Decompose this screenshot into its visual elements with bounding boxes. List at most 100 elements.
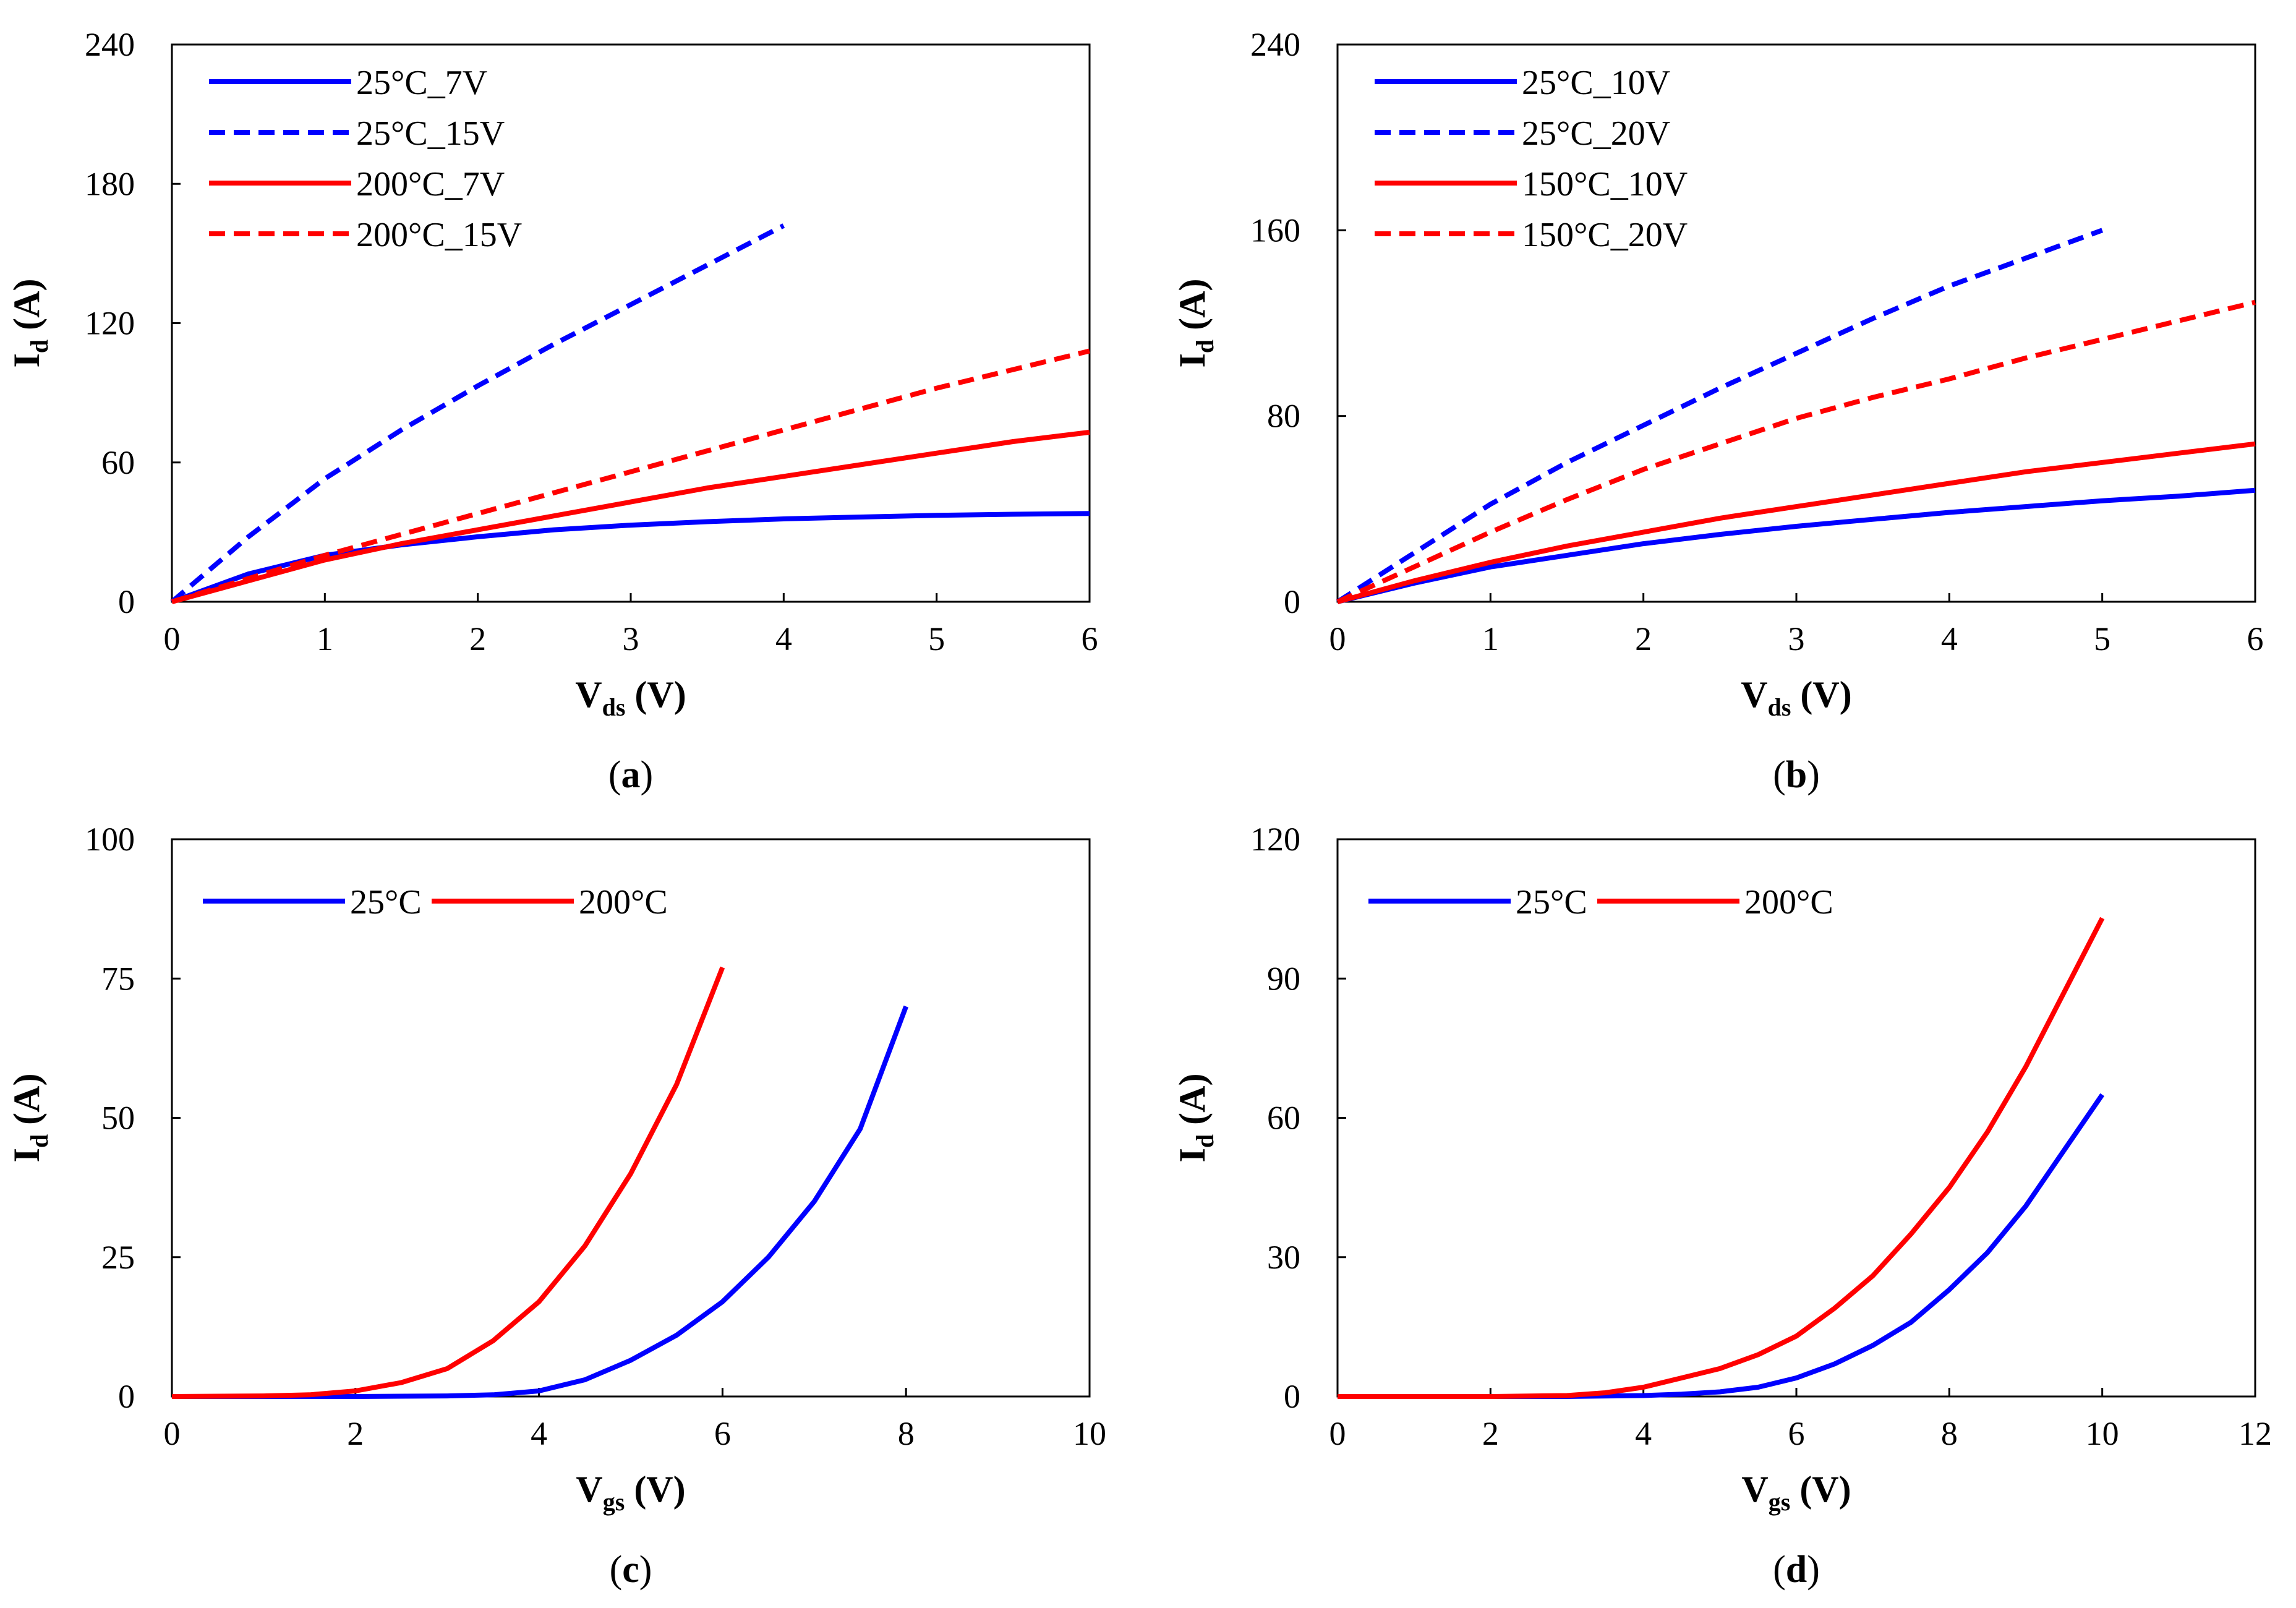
x-axis-title-sub: gs (603, 1488, 625, 1516)
y-axis-title-sub: d (25, 1134, 53, 1148)
x-tick-label: 0 (164, 1415, 181, 1452)
plot-frame (171, 43, 1091, 603)
y-tick-label: 90 (1267, 960, 1300, 997)
x-tick-label: 5 (2094, 620, 2110, 657)
series-line-0 (1337, 487, 2256, 604)
y-tick-label: 240 (1250, 26, 1300, 63)
x-axis-title-main: V (1741, 1469, 1768, 1510)
y-tick-label: 0 (118, 1378, 135, 1415)
y-axis-title-unit: (A) (1172, 1074, 1213, 1134)
y-tick-label: 120 (1250, 821, 1300, 858)
x-tick-label: 1 (1482, 620, 1499, 657)
panel-caption: (c) (610, 1549, 652, 1591)
y-axis-title: Id (A) (1172, 279, 1219, 368)
y-tick-label: 30 (1267, 1239, 1300, 1276)
x-axis-title-main: V (1741, 674, 1767, 715)
panel-caption-letter: d (1786, 1549, 1807, 1591)
x-axis-title-sub: gs (1769, 1488, 1791, 1516)
y-tick-label: 60 (101, 444, 135, 481)
plot-frame (1336, 838, 2256, 1398)
legend-label-1: 25°C_20V (1522, 114, 1670, 153)
y-tick-label: 50 (101, 1100, 135, 1137)
series-line-0 (1338, 1093, 2104, 1399)
y-tick-label: 60 (1267, 1100, 1300, 1137)
x-axis-title: Vgs (V) (576, 1469, 685, 1516)
series-line-1 (1338, 917, 2105, 1399)
panel-caption-letter: a (621, 754, 641, 796)
x-tick-label: 4 (775, 620, 792, 657)
x-axis-title-main: V (575, 674, 602, 715)
plot-frame (171, 838, 1091, 1398)
y-tick-label: 0 (118, 583, 135, 620)
series-line-0 (172, 1005, 908, 1399)
y-axis-title: Id (A) (6, 279, 53, 368)
y-axis-title-main: I (6, 353, 47, 367)
y-axis-title-main: I (1172, 1148, 1213, 1162)
legend: 25°C 200°C (1368, 883, 1833, 922)
x-axis-title-sub: ds (602, 693, 626, 721)
legend-label-3: 200°C_15V (356, 216, 522, 254)
y-tick-label: 0 (1284, 1378, 1300, 1415)
x-axis-title: Vds (V) (1741, 674, 1851, 721)
legend: 25°C 200°C (203, 883, 668, 922)
series-line-1 (1336, 228, 2104, 604)
x-tick-label: 0 (1329, 1415, 1346, 1452)
y-axis-title: Id (A) (6, 1074, 53, 1163)
legend-label-0: 25°C (1516, 883, 1587, 922)
x-tick-label: 6 (714, 1415, 731, 1452)
x-tick-label: 0 (164, 620, 181, 657)
y-axis-title-sub: d (1191, 340, 1219, 353)
legend-label-1: 200°C (1744, 883, 1833, 922)
x-axis-title-sub: ds (1768, 693, 1791, 721)
legend-label-0: 25°C_10V (1522, 64, 1670, 102)
y-axis-title-unit: (A) (1172, 279, 1213, 340)
x-tick-label: 12 (2238, 1415, 2272, 1452)
legend-label-0: 25°C_7V (356, 64, 487, 102)
x-axis-title: Vds (V) (575, 674, 686, 721)
y-axis-title-sub: d (1191, 1134, 1219, 1148)
panel-caption: (d) (1773, 1549, 1820, 1591)
x-tick-label: 2 (469, 620, 486, 657)
series-line-1 (170, 223, 785, 604)
legend: 25°C_10V 25°C_20V 150°C_10V 150°C_20V (1375, 64, 1688, 254)
panel-caption: (a) (608, 754, 653, 796)
legend-label-1: 25°C_15V (356, 114, 505, 153)
x-tick-label: 0 (1329, 620, 1346, 657)
x-tick-label: 4 (531, 1415, 547, 1452)
y-tick-label: 0 (1284, 583, 1300, 620)
y-tick-label: 240 (85, 26, 135, 63)
y-axis-title-unit: (A) (6, 1074, 47, 1134)
y-tick-label: 180 (85, 165, 135, 202)
y-tick-label: 75 (101, 960, 135, 997)
y-axis-title-unit: (A) (6, 279, 47, 340)
x-axis-title-main: V (576, 1469, 602, 1510)
x-tick-label: 1 (317, 620, 333, 657)
legend-label-2: 150°C_10V (1522, 165, 1688, 203)
series-line-3 (1336, 299, 2256, 604)
y-tick-label: 160 (1250, 212, 1300, 249)
legend-label-1: 200°C (579, 883, 668, 922)
x-tick-label: 3 (1788, 620, 1805, 657)
x-tick-label: 4 (1635, 1415, 1652, 1452)
series-line-1 (171, 966, 725, 1399)
x-axis-title-unit: (V) (1791, 674, 1851, 715)
y-axis-title-main: I (6, 1148, 47, 1162)
x-axis-title-unit: (V) (625, 674, 686, 715)
x-tick-label: 10 (1073, 1415, 1106, 1452)
y-tick-label: 25 (101, 1239, 135, 1276)
x-tick-label: 10 (2086, 1415, 2119, 1452)
x-tick-label: 3 (623, 620, 639, 657)
panel-caption: (b) (1773, 754, 1820, 796)
panel-caption-letter: c (622, 1549, 639, 1591)
x-tick-label: 6 (1082, 620, 1098, 657)
x-tick-label: 8 (1941, 1415, 1958, 1452)
legend-label-0: 25°C (350, 883, 422, 922)
plot-frame (1336, 43, 2256, 603)
x-axis-title-unit: (V) (1790, 1469, 1851, 1510)
panel-caption-letter: b (1786, 754, 1807, 796)
series-line-2 (1336, 441, 2256, 604)
x-tick-label: 8 (898, 1415, 915, 1452)
